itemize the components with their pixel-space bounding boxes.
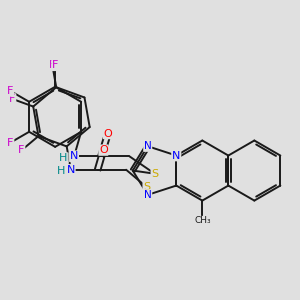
Text: N: N xyxy=(70,151,78,161)
Text: F: F xyxy=(7,86,14,96)
Text: O: O xyxy=(99,145,108,155)
Text: N: N xyxy=(144,141,152,151)
Text: F: F xyxy=(9,94,16,104)
Text: N: N xyxy=(67,165,75,175)
Text: N: N xyxy=(172,151,181,160)
Text: N: N xyxy=(144,190,152,200)
Text: H: H xyxy=(56,166,65,176)
Text: N: N xyxy=(70,151,78,161)
Text: O: O xyxy=(103,129,112,139)
Text: H: H xyxy=(60,153,68,163)
Text: N: N xyxy=(172,151,181,160)
Text: F: F xyxy=(7,138,14,148)
Text: F: F xyxy=(52,60,58,70)
Text: H: H xyxy=(59,153,67,163)
Text: F: F xyxy=(49,60,56,70)
Text: CH₃: CH₃ xyxy=(194,216,211,225)
Text: F: F xyxy=(18,145,25,155)
Text: S: S xyxy=(151,169,158,179)
Text: S: S xyxy=(143,182,150,192)
